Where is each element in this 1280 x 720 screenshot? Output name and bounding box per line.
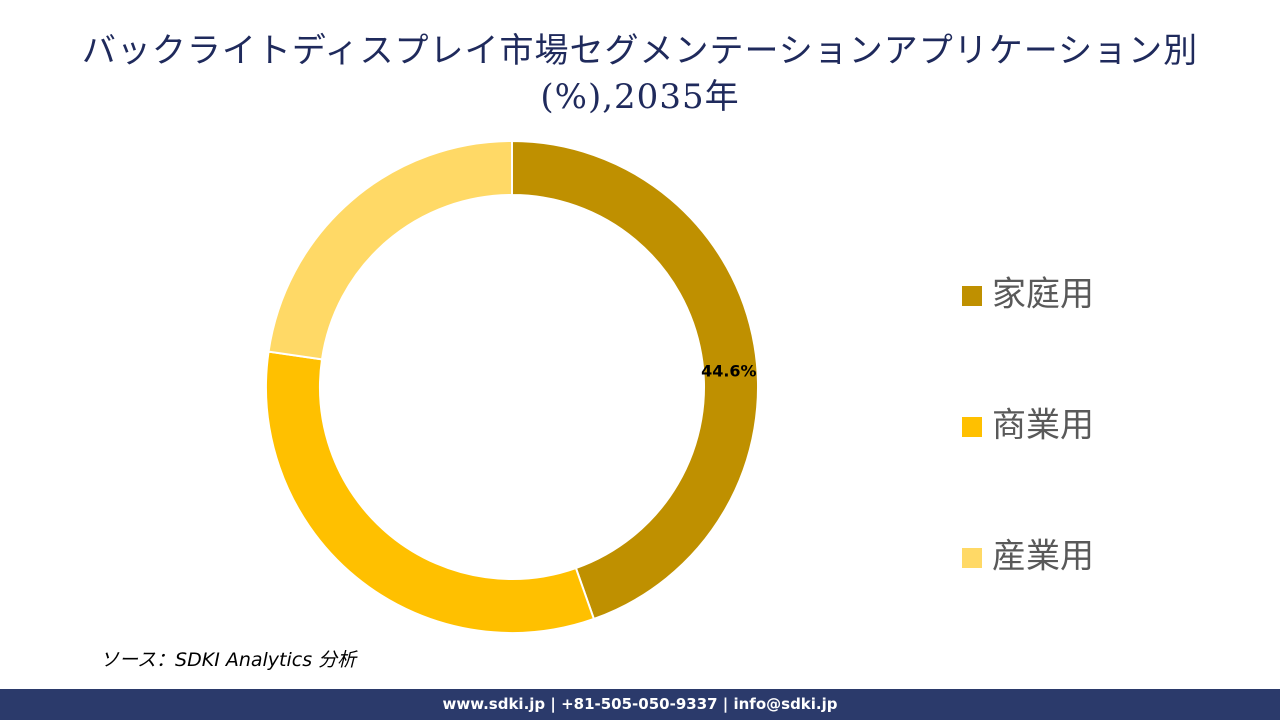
data-label: 44.6% <box>701 361 757 380</box>
legend-label: 家庭用 <box>992 275 1094 315</box>
donut-segment <box>267 139 513 361</box>
title-line: (%),2035年 <box>540 77 740 117</box>
donut-segment <box>265 350 596 634</box>
chart-title: バックライトディスプレイ市場セグメンテーションアプリケーション別 (%),203… <box>0 28 1280 120</box>
legend-swatch <box>962 417 982 437</box>
donut-segment <box>511 139 759 621</box>
legend-swatch <box>962 548 982 568</box>
legend-swatch <box>962 286 982 306</box>
legend-label: 産業用 <box>992 537 1094 577</box>
title-line: バックライトディスプレイ市場セグメンテーションアプリケーション別 <box>81 31 1199 71</box>
legend-label: 商業用 <box>992 406 1094 446</box>
footer: www.sdki.jp | +81-505-050-9337 | info@sd… <box>0 689 1280 720</box>
source: ソース：SDKI Analytics 分析 <box>100 649 357 671</box>
